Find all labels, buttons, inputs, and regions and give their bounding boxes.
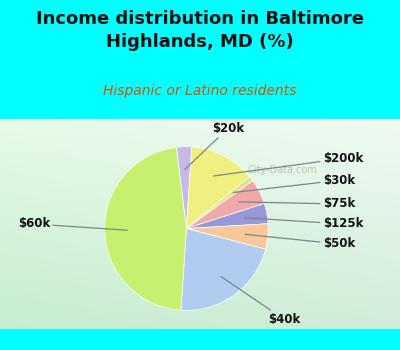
Text: $40k: $40k bbox=[221, 276, 300, 326]
Text: $60k: $60k bbox=[18, 217, 127, 231]
Wedge shape bbox=[176, 147, 192, 229]
Wedge shape bbox=[186, 204, 268, 229]
Wedge shape bbox=[186, 181, 264, 229]
Text: $75k: $75k bbox=[239, 197, 355, 210]
Text: City-Data.com: City-Data.com bbox=[248, 166, 318, 175]
Wedge shape bbox=[186, 147, 250, 229]
Text: $30k: $30k bbox=[233, 174, 355, 192]
Text: $125k: $125k bbox=[244, 217, 363, 231]
Text: Hispanic or Latino residents: Hispanic or Latino residents bbox=[103, 84, 297, 98]
Text: $20k: $20k bbox=[185, 122, 244, 169]
Wedge shape bbox=[104, 147, 186, 310]
Text: $50k: $50k bbox=[245, 234, 355, 251]
Text: Income distribution in Baltimore
Highlands, MD (%): Income distribution in Baltimore Highlan… bbox=[36, 10, 364, 51]
Wedge shape bbox=[186, 177, 253, 229]
Wedge shape bbox=[181, 229, 266, 310]
Text: $200k: $200k bbox=[213, 152, 363, 176]
Wedge shape bbox=[186, 224, 268, 249]
